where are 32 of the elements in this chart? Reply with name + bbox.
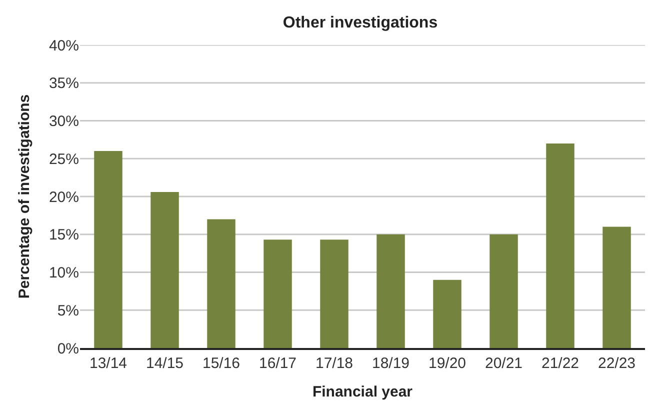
bar	[320, 240, 348, 348]
x-tick-label: 14/15	[146, 355, 184, 372]
x-tick-label: 20/21	[484, 355, 523, 372]
x-tick-label: 17/18	[315, 355, 354, 372]
x-tick-label: 21/22	[541, 355, 580, 372]
bar	[264, 240, 292, 348]
y-tick-label: 0%	[57, 340, 79, 358]
y-tick-label: 10%	[48, 264, 79, 282]
x-tick-label: 22/23	[598, 355, 636, 372]
y-axis-title: Percentage of investigations	[16, 94, 34, 299]
bar	[94, 151, 122, 348]
y-tick-label: 35%	[48, 75, 79, 92]
x-tick-label: 18/19	[372, 355, 410, 372]
bar	[207, 219, 236, 348]
y-tick-label: 25%	[48, 150, 79, 168]
y-tick-label: 5%	[57, 302, 79, 320]
chart-title: Other investigations	[282, 14, 438, 32]
x-axis-title: Financial year	[312, 384, 413, 400]
bar	[376, 234, 405, 348]
bar	[490, 234, 518, 348]
x-tick-label: 19/20	[428, 355, 466, 372]
y-tick-label: 40%	[48, 37, 79, 54]
y-tick-label: 30%	[48, 113, 79, 130]
y-tick-label: 15%	[48, 226, 79, 244]
bar	[602, 226, 631, 348]
bar	[546, 143, 574, 348]
x-tick-label: 16/17	[258, 355, 297, 372]
x-tick-label: 13/14	[89, 355, 128, 372]
y-tick-label: 20%	[48, 188, 79, 206]
x-tick-label: 15/16	[202, 355, 240, 372]
bar	[150, 192, 179, 348]
bar	[433, 280, 462, 348]
